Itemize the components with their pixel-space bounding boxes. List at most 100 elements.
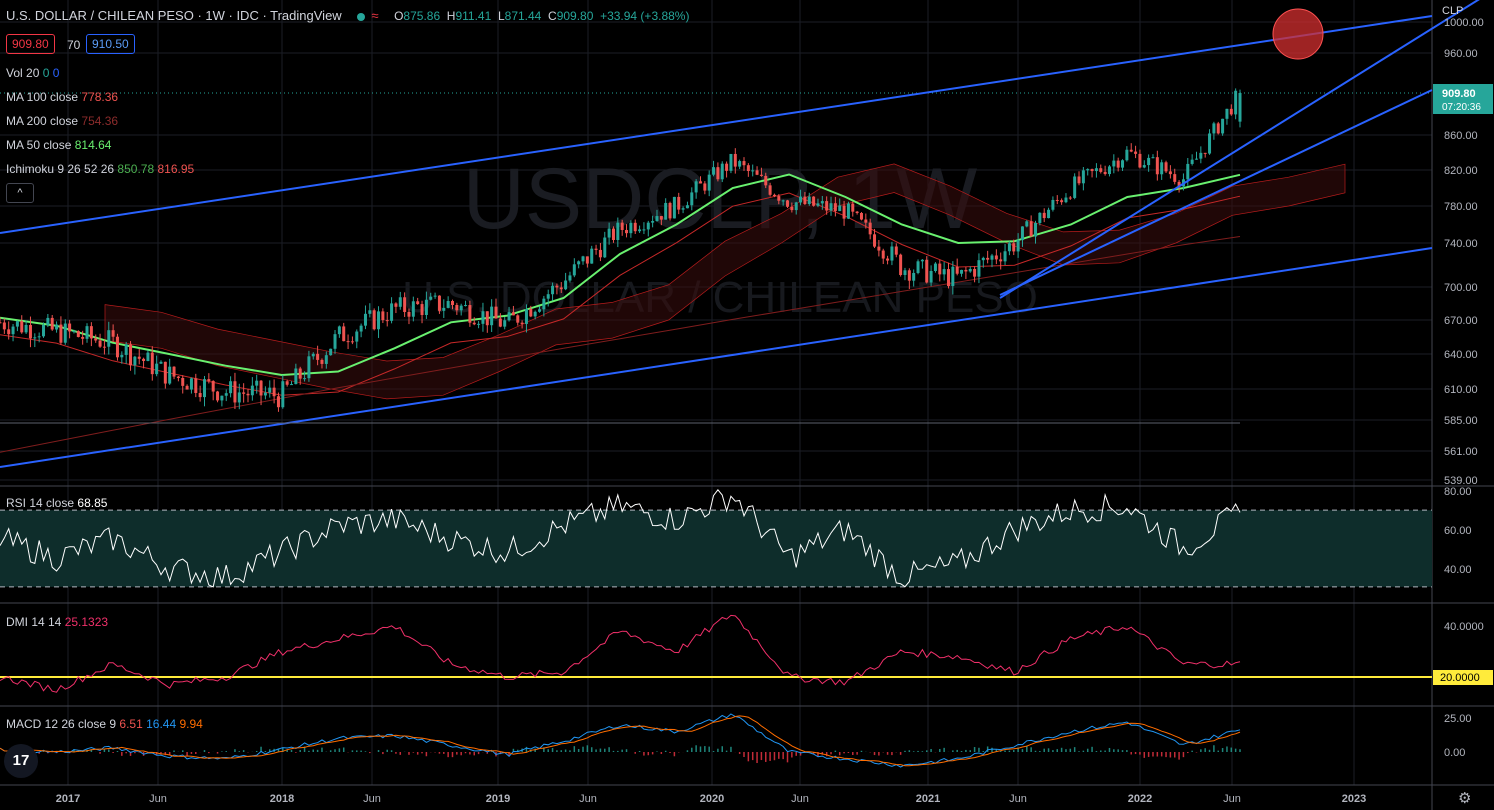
candle-body	[124, 344, 128, 355]
candle-body	[1208, 133, 1212, 154]
candle-body	[659, 216, 663, 220]
dmi-label[interactable]: DMI 14 14 25.1323	[6, 615, 109, 629]
candle-body	[363, 313, 367, 326]
candle-body	[642, 229, 646, 231]
candle-body	[629, 222, 633, 234]
price-tick: 585.00	[1444, 415, 1478, 427]
candle-body	[150, 352, 154, 375]
candle-body	[37, 336, 41, 338]
candle-body	[772, 194, 776, 197]
moving-averages	[0, 173, 1241, 453]
candle-body	[237, 392, 241, 403]
time-tick: 2017	[56, 793, 80, 805]
buy-button[interactable]: 910.50	[86, 34, 135, 54]
ma100-indicator[interactable]: MA 100 close 778.36	[6, 90, 119, 104]
candle-body	[420, 304, 424, 315]
candle-body	[81, 336, 85, 339]
candle-body	[803, 196, 807, 205]
price-tick: 1000.00	[1444, 17, 1484, 29]
candle-body	[385, 320, 389, 322]
candle-body	[1016, 240, 1020, 252]
candle-body	[568, 275, 572, 281]
candle-body	[799, 196, 803, 203]
tradingview-logo-icon[interactable]: 17	[4, 744, 38, 778]
candle-body	[507, 312, 511, 321]
rsi-label[interactable]: RSI 14 close 68.85	[6, 496, 108, 510]
candle-body	[781, 200, 785, 202]
candle-body	[820, 201, 824, 204]
candle-body	[220, 395, 224, 401]
macd-label[interactable]: MACD 12 26 close 9 6.51 16.44 9.94	[6, 717, 203, 731]
candle-body	[1155, 157, 1159, 175]
candle-body	[829, 203, 833, 211]
candle-body	[1068, 197, 1072, 199]
candle-body	[33, 337, 37, 339]
candle-body	[303, 378, 307, 380]
sell-button[interactable]: 909.80	[6, 34, 55, 54]
axes: 1000.00960.00860.00820.00780.00740.00700…	[56, 17, 1493, 805]
candle-body	[538, 309, 542, 312]
wave-icon: ≈	[371, 8, 379, 23]
candle-body	[477, 323, 481, 325]
candle-body	[881, 250, 885, 259]
candle-body	[585, 256, 589, 264]
candle-body	[0, 322, 2, 324]
candle-body	[890, 246, 894, 261]
currency-label[interactable]: CLP	[1442, 5, 1464, 17]
candle-body	[1081, 170, 1085, 184]
candle-body	[646, 222, 650, 230]
candle-body	[755, 170, 759, 175]
candle-body	[559, 287, 563, 290]
time-tick: 2020	[700, 793, 724, 805]
macd-pane	[0, 713, 1241, 768]
candle-body	[529, 309, 533, 317]
candle-body	[1112, 160, 1116, 167]
candle-body	[625, 229, 629, 234]
trendlines	[0, 0, 1480, 468]
candle-body	[742, 161, 746, 166]
rsi-pane	[0, 488, 1432, 588]
time-tick: 2021	[916, 793, 940, 805]
candle-body	[72, 331, 76, 333]
ichimoku-indicator[interactable]: Ichimoku 9 26 52 26 850.78 816.95	[6, 162, 195, 176]
spread-value: 70	[67, 38, 81, 52]
candle-body	[903, 270, 907, 275]
candle-body	[1225, 108, 1229, 119]
candle-body	[1173, 174, 1177, 182]
collapse-indicators-button[interactable]: ^	[6, 183, 34, 203]
candle-body	[1107, 166, 1111, 175]
time-tick: Jun	[791, 793, 809, 805]
gear-icon[interactable]: ⚙	[1458, 790, 1472, 807]
candle-body	[746, 165, 750, 172]
candle-body	[916, 261, 920, 273]
symbol-title[interactable]: U.S. DOLLAR / CHILEAN PESO · 1W · IDC · …	[6, 8, 342, 23]
time-tick: Jun	[1009, 793, 1027, 805]
dmi-tick: 20.0000	[1440, 672, 1480, 684]
candle-body	[198, 393, 202, 398]
candle-body	[464, 305, 468, 307]
candle-body	[851, 203, 855, 212]
ma50-indicator[interactable]: MA 50 close 814.64	[6, 138, 112, 152]
time-tick: 2022	[1128, 793, 1152, 805]
candle-body	[294, 368, 298, 385]
last-price-tag	[1433, 84, 1493, 114]
candle-body	[1186, 163, 1190, 180]
candle-body	[7, 329, 11, 335]
vol-indicator[interactable]: Vol 20 0 0	[6, 66, 60, 80]
candle-body	[355, 331, 359, 342]
candle-body	[720, 163, 724, 180]
time-tick: 2023	[1342, 793, 1366, 805]
candle-body	[598, 249, 602, 258]
candle-body	[346, 341, 350, 343]
candle-body	[794, 202, 798, 211]
candle-body	[398, 297, 402, 307]
ma200-indicator[interactable]: MA 200 close 754.36	[6, 114, 119, 128]
candle-body	[651, 221, 655, 223]
candle-body	[516, 315, 520, 323]
candle-body	[407, 311, 411, 317]
candle-body	[977, 260, 981, 277]
dmi-line	[0, 614, 1241, 693]
candle-body	[577, 261, 581, 265]
candle-body	[442, 307, 446, 311]
